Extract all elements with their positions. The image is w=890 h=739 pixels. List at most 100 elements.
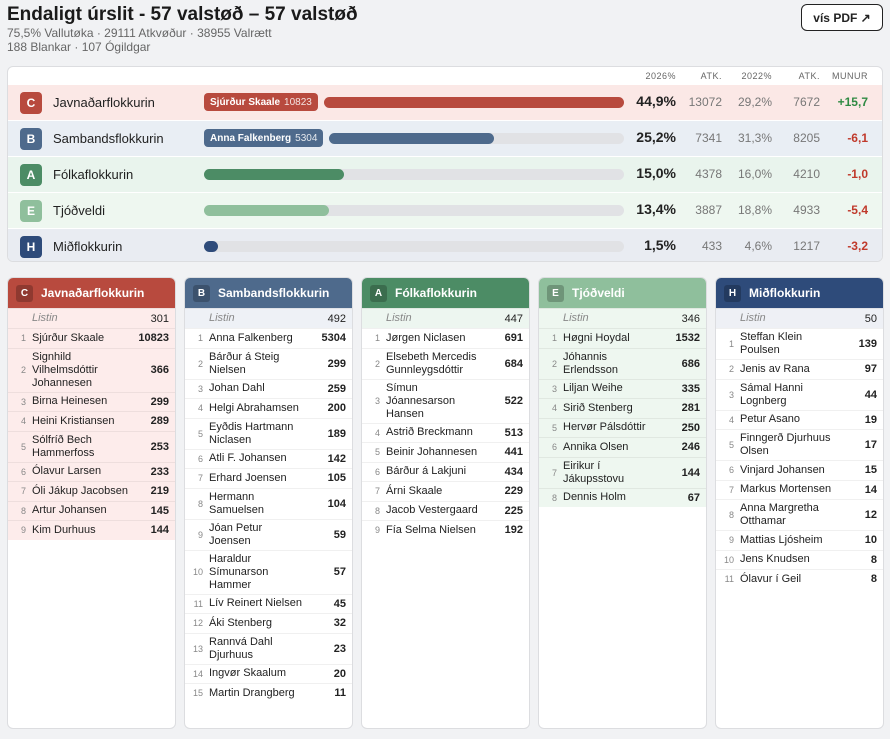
result-row[interactable]: C Javnaðarflokkurin Sjúrður Skaale 10823 44,… <box>8 84 882 120</box>
candidate-row[interactable]: 6 Atli F. Johansen 142 <box>185 448 352 468</box>
result-row[interactable]: E Tjóðveldi 13,4% 3887 18,8% 4933 -5,4 <box>8 192 882 228</box>
candidate-row[interactable]: 2 Jóhannis Erlendsson 686 <box>539 347 706 379</box>
candidate-row[interactable]: 8 Dennis Holm 67 <box>539 487 706 507</box>
candidate-number: 14 <box>192 668 203 679</box>
candidate-name: Heini Kristiansen <box>32 414 115 427</box>
candidate-row[interactable]: 6 Vinjard Johansen 15 <box>716 460 883 480</box>
candidate-row[interactable]: 4 Astrið Breckmann 513 <box>362 422 529 442</box>
candidate-row[interactable]: 7 Eirikur í Jákupsstovu 144 <box>539 456 706 488</box>
candidate-name: Eirikur í Jákupsstovu <box>563 459 625 485</box>
candidate-row[interactable]: 8 Anna Margretha Otthamar 12 <box>716 499 883 530</box>
candidate-votes: 441 <box>504 446 523 459</box>
candidate-row[interactable]: 7 Árni Skaale 229 <box>362 481 529 501</box>
candidate-row[interactable]: 3 Símun Jóannesarson Hansen 522 <box>362 378 529 423</box>
candidate-votes: 335 <box>681 382 700 395</box>
result-row[interactable]: H Miðflokkurin 1,5% 433 4,6% 1217 -3,2 <box>8 228 882 261</box>
candidate-row[interactable]: 15 Martin Drangberg 11 <box>185 683 352 703</box>
candidate-row[interactable]: 2 Signhild Vilhelmsdóttir Johannesen 366 <box>8 347 175 392</box>
candidate-row[interactable]: 10 Haraldur Símunarson Hammer 57 <box>185 549 352 594</box>
candidate-row[interactable]: 13 Rannvá Dahl Djurhuus 23 <box>185 632 352 664</box>
party-column-header[interactable]: E Tjóðveldi <box>539 278 706 308</box>
candidate-row[interactable]: 2 Elsebeth Mercedis Gunnleygsdóttir 684 <box>362 347 529 379</box>
candidate-row[interactable]: 9 Mattias Ljósheim 10 <box>716 530 883 550</box>
candidate-number: 15 <box>192 688 203 699</box>
candidate-row[interactable]: 12 Áki Stenberg 32 <box>185 613 352 633</box>
party-column-header[interactable]: B Sambandsflokkurin <box>185 278 352 308</box>
candidate-row[interactable]: 4 Sirið Stenberg 281 <box>539 398 706 418</box>
candidate-row[interactable]: 1 Jørgen Niclasen 691 <box>362 328 529 348</box>
candidate-row[interactable]: 7 Markus Mortensen 14 <box>716 479 883 499</box>
candidate-number: 4 <box>551 403 557 414</box>
candidate-row[interactable]: 11 Lív Reinert Nielsen 45 <box>185 593 352 613</box>
candidate-row[interactable]: 10 Jens Knudsen 8 <box>716 549 883 569</box>
candidate-row[interactable]: 5 Hervør Pálsdóttir 250 <box>539 417 706 437</box>
candidate-row[interactable]: 9 Kim Durhuus 144 <box>8 520 175 540</box>
share-bar-fill <box>204 169 345 180</box>
candidate-row[interactable]: 1 Høgni Hoydal 1532 <box>539 328 706 348</box>
candidate-name: Petur Asano <box>740 413 800 426</box>
candidate-votes: 691 <box>504 332 523 345</box>
candidate-row[interactable]: 14 Ingvør Skaalum 20 <box>185 663 352 683</box>
candidate-name: Martin Drangberg <box>209 686 295 699</box>
candidate-row[interactable]: 1 Anna Falkenberg 5304 <box>185 328 352 348</box>
candidate-row[interactable]: 8 Hermann Samuelsen 104 <box>185 487 352 519</box>
candidate-row[interactable]: 4 Heini Kristiansen 289 <box>8 411 175 431</box>
candidate-votes: 1532 <box>675 332 700 345</box>
candidate-row[interactable]: 5 Beinir Johannesen 441 <box>362 442 529 462</box>
candidate-number: 8 <box>197 498 203 509</box>
candidate-row[interactable]: 9 Jóan Petur Joensen 59 <box>185 518 352 550</box>
party-column-header[interactable]: H Miðflokkurin <box>716 278 883 308</box>
candidate-number: 6 <box>197 453 203 464</box>
candidate-row[interactable]: 3 Liljan Weihe 335 <box>539 378 706 398</box>
candidate-row[interactable]: 4 Helgi Abrahamsen 200 <box>185 398 352 418</box>
candidate-row[interactable]: 6 Ólavur Larsen 233 <box>8 461 175 481</box>
candidate-row[interactable]: 3 Sámal Hanni Lognberg 44 <box>716 378 883 410</box>
candidate-votes: 189 <box>327 427 346 440</box>
result-row[interactable]: A Fólkaflokkurin 15,0% 4378 16,0% 4210 -1,0 <box>8 156 882 192</box>
candidate-row[interactable]: 5 Eyðdis Hartmann Niclasen 189 <box>185 417 352 449</box>
candidate-row[interactable]: 9 Fía Selma Nielsen 192 <box>362 520 529 540</box>
view-pdf-button[interactable]: vís PDF ↗ <box>801 4 883 31</box>
party-name: Tjóðveldi <box>53 203 106 218</box>
candidate-row[interactable]: 5 Finngerð Djurhuus Olsen 17 <box>716 429 883 460</box>
candidate-votes: 32 <box>333 617 346 630</box>
party-letter-badge: C <box>16 284 33 302</box>
candidate-votes: 67 <box>687 491 700 504</box>
share-bar-track <box>204 205 624 216</box>
candidate-row[interactable]: 3 Johan Dahl 259 <box>185 378 352 398</box>
candidate-row[interactable]: 8 Artur Johansen 145 <box>8 500 175 520</box>
candidate-number: 13 <box>192 643 203 654</box>
top-candidate-name: Sjúrður Skaale <box>210 96 281 108</box>
candidate-row[interactable]: 7 Erhard Joensen 105 <box>185 468 352 488</box>
vote-share-2022: 4,6% <box>744 239 772 253</box>
candidate-row[interactable]: 6 Annika Olsen 246 <box>539 437 706 457</box>
candidate-row[interactable]: 8 Jacob Vestergaard 225 <box>362 500 529 520</box>
candidate-number: 5 <box>374 447 380 458</box>
candidate-row[interactable]: 2 Bárður á Steig Nielsen 299 <box>185 347 352 379</box>
party-column-header[interactable]: A Fólkaflokkurin <box>362 278 529 308</box>
candidate-votes: 20 <box>333 667 346 680</box>
list-label: Listin <box>209 312 235 324</box>
candidate-number: 9 <box>20 525 26 536</box>
candidate-number: 1 <box>374 333 380 344</box>
candidate-name: Helgi Abrahamsen <box>209 401 299 414</box>
candidate-row[interactable]: 1 Steffan Klein Poulsen 139 <box>716 328 883 359</box>
candidate-number: 10 <box>723 554 734 565</box>
candidate-row[interactable]: 11 Ólavur í Geil 8 <box>716 569 883 589</box>
candidate-row[interactable]: 3 Birna Heinesen 299 <box>8 391 175 411</box>
party-letter-badge: C <box>20 92 42 114</box>
candidate-row[interactable]: 6 Bárður á Lakjuni 434 <box>362 461 529 481</box>
candidate-row[interactable]: 5 Sólfríð Bech Hammerfoss 253 <box>8 430 175 462</box>
candidate-row[interactable]: 1 Sjúrður Skaale 10823 <box>8 328 175 348</box>
candidate-votes: 299 <box>150 395 169 408</box>
list-votes: 346 <box>681 312 700 325</box>
result-row[interactable]: B Sambandsflokkurin Anna Falkenberg 5304 25,… <box>8 120 882 156</box>
candidate-name: Ólavur í Geil <box>740 572 802 585</box>
candidate-row[interactable]: 2 Jenis av Rana 97 <box>716 359 883 379</box>
candidate-number: 4 <box>374 427 380 438</box>
candidate-votes: 8 <box>870 553 877 566</box>
candidate-row[interactable]: 7 Óli Jákup Jacobsen 219 <box>8 481 175 501</box>
candidate-row[interactable]: 4 Petur Asano 19 <box>716 409 883 429</box>
party-column-header[interactable]: C Javnaðarflokkurin <box>8 278 175 308</box>
candidate-name: Astrið Breckmann <box>386 426 473 439</box>
